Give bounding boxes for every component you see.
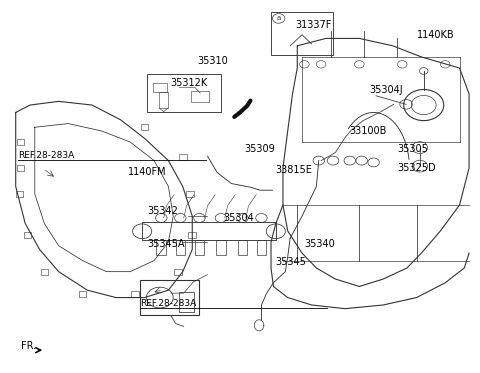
- Bar: [238, 240, 247, 255]
- Text: REF.28-283A: REF.28-283A: [140, 299, 196, 308]
- Bar: [79, 291, 86, 297]
- Bar: [191, 91, 209, 102]
- Text: 35309: 35309: [245, 144, 276, 154]
- Bar: [17, 139, 24, 145]
- Bar: [140, 280, 199, 315]
- Text: FR.: FR.: [22, 341, 36, 351]
- Text: 35345: 35345: [276, 257, 307, 267]
- Text: 35304: 35304: [223, 213, 254, 223]
- Bar: [174, 269, 182, 275]
- Text: 35310: 35310: [197, 56, 228, 66]
- Bar: [216, 240, 226, 255]
- Bar: [179, 292, 194, 311]
- Bar: [142, 222, 276, 240]
- Text: 1140FM: 1140FM: [128, 167, 167, 177]
- Text: 35345A: 35345A: [147, 239, 184, 249]
- Bar: [271, 13, 333, 55]
- Text: 35312K: 35312K: [171, 78, 208, 88]
- Text: 35342: 35342: [147, 206, 178, 216]
- Bar: [24, 232, 32, 238]
- Bar: [186, 191, 194, 197]
- Bar: [141, 124, 148, 130]
- Text: 33815E: 33815E: [276, 165, 312, 175]
- Bar: [147, 73, 221, 112]
- Bar: [16, 191, 24, 197]
- Text: 35340: 35340: [304, 239, 335, 249]
- Bar: [159, 92, 168, 108]
- Bar: [131, 291, 139, 297]
- Text: 1140KB: 1140KB: [417, 30, 454, 40]
- Text: 35305: 35305: [397, 144, 428, 154]
- Bar: [40, 269, 48, 275]
- Text: a: a: [276, 15, 281, 21]
- Bar: [17, 165, 24, 171]
- Text: REF.28-283A: REF.28-283A: [18, 151, 74, 160]
- Text: 35304J: 35304J: [369, 85, 402, 95]
- Bar: [156, 240, 166, 255]
- Bar: [153, 83, 167, 92]
- Bar: [179, 154, 187, 160]
- Bar: [189, 232, 196, 238]
- Text: 31337F: 31337F: [295, 21, 331, 31]
- Bar: [195, 240, 204, 255]
- Text: 35325D: 35325D: [397, 163, 436, 173]
- Bar: [176, 240, 185, 255]
- Text: 33100B: 33100B: [350, 126, 387, 136]
- Bar: [257, 240, 266, 255]
